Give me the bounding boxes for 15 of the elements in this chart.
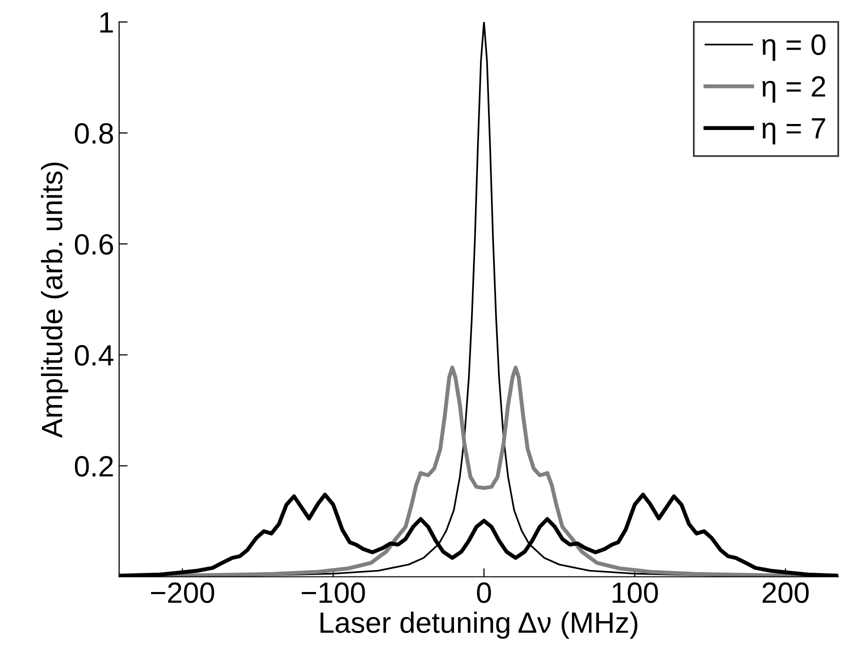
legend-label: η = 0 — [762, 34, 826, 61]
x-tick-label: 0 — [477, 582, 491, 604]
y-tick-label: 0.6 — [74, 234, 114, 255]
x-tick-label: 200 — [762, 582, 809, 604]
y-tick-label: 0.2 — [74, 456, 113, 477]
y-tick-label: 0.4 — [74, 345, 114, 366]
x-tick-label: 100 — [612, 582, 658, 604]
y-axis-title: Amplitude (arb. units) — [41, 162, 68, 438]
x-tick-label: −200 — [151, 582, 214, 604]
x-tick-label: −100 — [302, 582, 365, 604]
x-axis-title: Laser detuning Δν (MHz) — [320, 612, 638, 639]
legend-label: η = 2 — [762, 76, 826, 103]
y-tick-label: 1 — [100, 12, 113, 33]
y-tick-label: 0.8 — [74, 123, 114, 144]
legend-label: η = 7 — [762, 118, 826, 144]
